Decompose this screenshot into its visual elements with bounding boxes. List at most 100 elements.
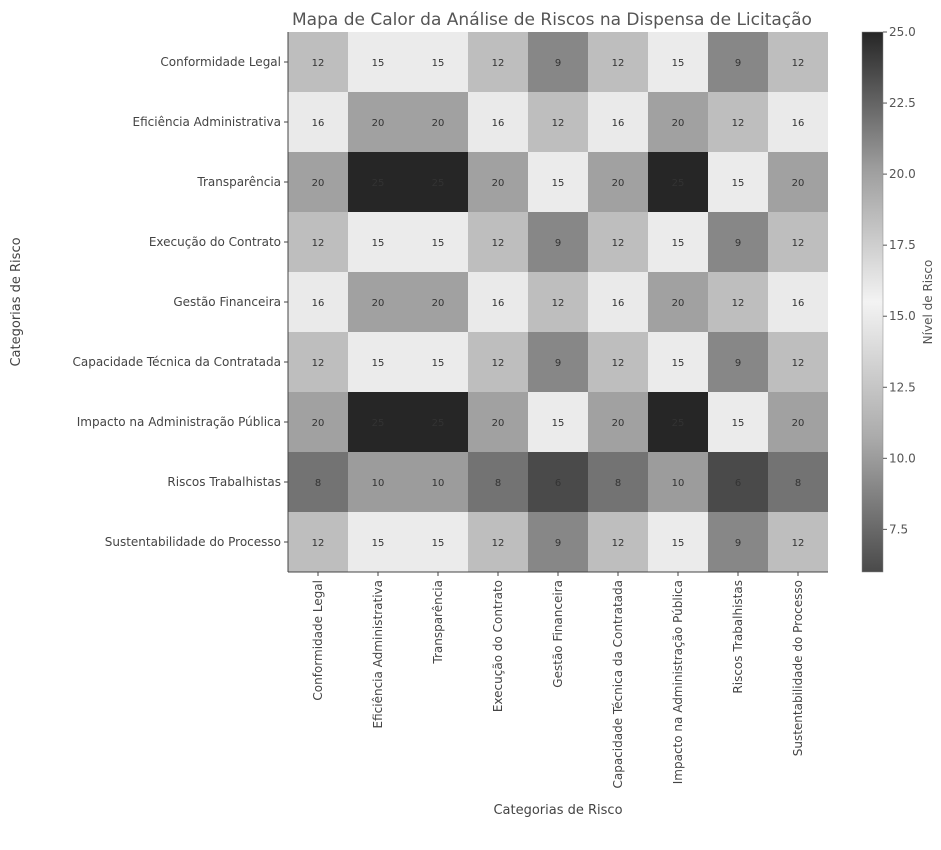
heatmap-cell <box>408 392 468 452</box>
cell-value-label: 12 <box>732 298 745 309</box>
y-tick-label: Eficiência Administrativa <box>133 115 281 129</box>
cell-value-label: 9 <box>555 238 561 249</box>
cell-value-label: 6 <box>735 478 741 489</box>
cell-value-label: 10 <box>372 478 385 489</box>
y-tick-label: Conformidade Legal <box>160 55 281 69</box>
cell-value-label: 20 <box>492 178 505 189</box>
heatmap-cell <box>528 92 588 152</box>
y-tick-label: Riscos Trabalhistas <box>167 475 281 489</box>
cell-value-label: 8 <box>795 478 801 489</box>
x-tick-label: Transparência <box>431 580 445 665</box>
cell-value-label: 8 <box>495 478 501 489</box>
cell-value-label: 15 <box>372 538 385 549</box>
heatmap-cell <box>348 152 408 212</box>
heatmap-cell <box>348 212 408 272</box>
cell-value-label: 9 <box>555 58 561 69</box>
heatmap-cell <box>408 452 468 512</box>
cell-value-label: 9 <box>735 238 741 249</box>
cell-value-label: 20 <box>312 418 325 429</box>
cell-value-label: 16 <box>612 298 625 309</box>
cell-value-label: 20 <box>492 418 505 429</box>
y-tick-label: Impacto na Administração Pública <box>77 415 281 429</box>
colorbar-tick-label: 17.5 <box>889 238 916 252</box>
colorbar-tick-label: 7.5 <box>889 522 908 536</box>
heatmap-cell <box>588 92 648 152</box>
heatmap-cell <box>468 32 528 92</box>
cell-value-label: 12 <box>612 358 625 369</box>
cell-value-label: 12 <box>552 118 565 129</box>
x-tick-label: Impacto na Administração Pública <box>671 580 685 784</box>
heatmap-cell <box>588 392 648 452</box>
heatmap-cell <box>528 392 588 452</box>
y-axis-ticks: Conformidade Legal Eficiência Administrat… <box>72 55 288 549</box>
cell-value-label: 25 <box>432 178 445 189</box>
x-tick-label: Riscos Trabalhistas <box>731 580 745 694</box>
cell-value-label: 15 <box>432 538 445 549</box>
cell-value-label: 15 <box>552 178 565 189</box>
x-tick-label: Conformidade Legal <box>311 580 325 701</box>
cell-value-label: 20 <box>612 178 625 189</box>
heatmap-cell <box>768 272 828 332</box>
cell-value-label: 15 <box>672 538 685 549</box>
cell-value-label: 15 <box>732 418 745 429</box>
cell-value-label: 15 <box>432 58 445 69</box>
colorbar <box>861 31 884 573</box>
cell-value-label: 20 <box>792 418 805 429</box>
colorbar-tick-label: 15.0 <box>889 309 916 323</box>
cell-value-label: 12 <box>492 538 505 549</box>
y-tick-label: Transparência <box>196 175 281 189</box>
cell-value-label: 16 <box>312 298 325 309</box>
colorbar-ticks: 7.5 10.0 12.5 15.0 17.5 20.0 22.5 25.0 <box>883 25 916 536</box>
heatmap-cell <box>348 272 408 332</box>
heatmap-cell <box>468 332 528 392</box>
cell-value-label: 25 <box>672 418 685 429</box>
cell-value-label: 15 <box>372 58 385 69</box>
x-tick-label: Execução do Contrato <box>491 580 505 712</box>
cell-value-label: 15 <box>372 358 385 369</box>
heatmap-cell <box>288 152 348 212</box>
cell-value-label: 20 <box>612 418 625 429</box>
cell-value-label: 10 <box>672 478 685 489</box>
cell-value-label: 12 <box>492 238 505 249</box>
heatmap-cell <box>468 212 528 272</box>
heatmap-cell <box>288 212 348 272</box>
heatmap-cell <box>588 212 648 272</box>
cell-value-label: 12 <box>492 358 505 369</box>
cell-value-label: 9 <box>735 58 741 69</box>
heatmap-cell <box>648 92 708 152</box>
heatmap-cell <box>468 272 528 332</box>
heatmap-cell <box>648 452 708 512</box>
heatmap-cell <box>288 452 348 512</box>
cell-value-label: 16 <box>612 118 625 129</box>
cell-value-label: 15 <box>552 418 565 429</box>
cell-value-label: 16 <box>792 118 805 129</box>
x-axis-label: Categorias de Risco <box>493 803 622 818</box>
heatmap-cell <box>708 152 768 212</box>
cell-value-label: 15 <box>732 178 745 189</box>
cell-value-label: 9 <box>555 358 561 369</box>
heatmap-cell <box>468 92 528 152</box>
cell-value-label: 16 <box>492 118 505 129</box>
heatmap-cell <box>468 392 528 452</box>
heatmap-cell <box>648 212 708 272</box>
cell-value-label: 9 <box>735 538 741 549</box>
cell-value-label: 8 <box>315 478 321 489</box>
x-axis-ticks: Conformidade Legal Eficiência Administrat… <box>311 572 805 789</box>
cell-value-label: 12 <box>792 58 805 69</box>
cell-value-label: 20 <box>432 298 445 309</box>
heatmap-cell <box>588 152 648 212</box>
heatmap-cell <box>648 272 708 332</box>
heatmap-cell <box>288 512 348 572</box>
heatmap-cell <box>348 92 408 152</box>
cell-value-label: 12 <box>732 118 745 129</box>
heatmap-cell <box>708 272 768 332</box>
colorbar-label: Nível de Risco <box>921 260 935 345</box>
heatmap-cell <box>468 452 528 512</box>
y-axis-label: Categorias de Risco <box>9 237 24 366</box>
heatmap-cell <box>528 332 588 392</box>
heatmap-cell <box>708 452 768 512</box>
heatmap-cell <box>708 92 768 152</box>
cell-value-label: 12 <box>492 58 505 69</box>
cell-value-label: 20 <box>372 298 385 309</box>
